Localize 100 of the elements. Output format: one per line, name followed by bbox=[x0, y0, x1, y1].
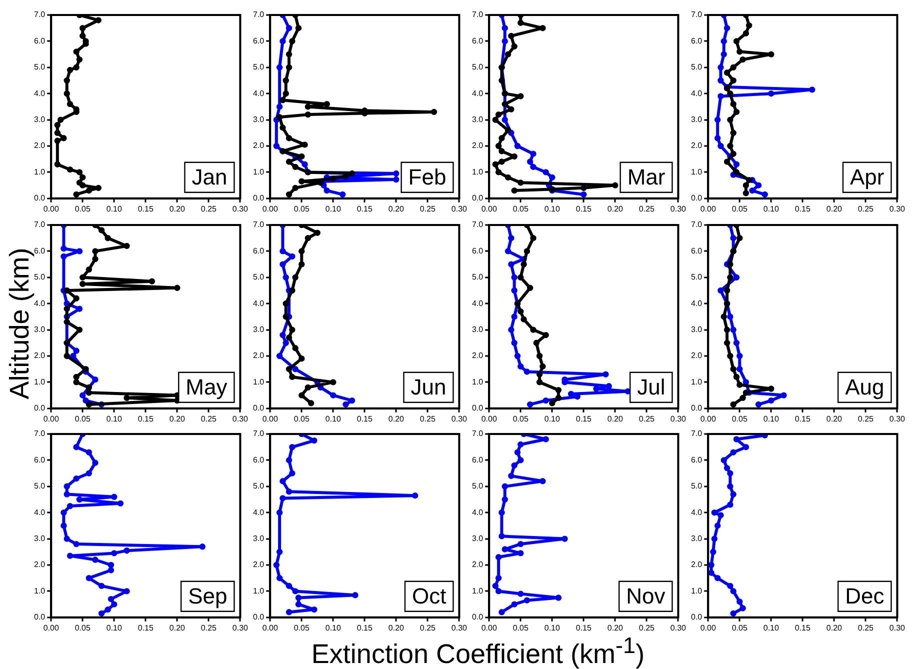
x-tick-label: 0.20 bbox=[826, 204, 843, 214]
x-tick-label: 0.15 bbox=[356, 204, 373, 214]
y-tick-label: 0.0 bbox=[690, 403, 703, 412]
y-tick-label: 1.0 bbox=[252, 167, 265, 176]
x-tick-label: 0.05 bbox=[294, 623, 310, 632]
y-tick-label: 2.0 bbox=[34, 350, 46, 360]
x-tick-label: 0.00 bbox=[481, 623, 498, 632]
y-tick-label: 7.0 bbox=[690, 429, 703, 438]
x-tick-label: 0.25 bbox=[638, 204, 656, 214]
x-tick-label: 0.20 bbox=[607, 623, 624, 632]
y-tick-label: 5.0 bbox=[690, 62, 703, 72]
x-tick-label: 0.15 bbox=[576, 623, 592, 632]
y-tick-label: 5.0 bbox=[690, 272, 703, 282]
x-tick-label: 0.10 bbox=[325, 623, 342, 632]
y-tick-label: 5.0 bbox=[472, 482, 484, 491]
x-tick-label: 0.00 bbox=[262, 204, 278, 214]
x-tick-label: 0.30 bbox=[670, 623, 687, 632]
text: Jan bbox=[192, 164, 228, 190]
y-tick-label: 7.0 bbox=[472, 10, 484, 20]
y-tick-label: 4.0 bbox=[472, 88, 484, 98]
y-tick-label: 2.0 bbox=[472, 560, 484, 570]
x-tick-label: 0.00 bbox=[700, 414, 716, 423]
x-tick-label: 0.05 bbox=[732, 204, 748, 214]
y-tick-label: 2.0 bbox=[472, 350, 484, 360]
y-tick-label: 2.0 bbox=[690, 141, 703, 150]
y-tick-label: 1.0 bbox=[690, 167, 703, 176]
x-tick-label: 0.00 bbox=[700, 204, 716, 214]
y-tick-label: 2.0 bbox=[34, 141, 46, 150]
y-tick-label: 0.0 bbox=[34, 403, 46, 412]
y-tick-label: 4.0 bbox=[252, 88, 265, 98]
y-tick-label: 3.0 bbox=[472, 534, 484, 544]
x-tick-label: 0.10 bbox=[106, 204, 122, 214]
x-tick-label: 0.00 bbox=[262, 623, 278, 632]
text: Jun bbox=[410, 374, 446, 399]
y-tick-label: 7.0 bbox=[252, 429, 265, 438]
y-tick-label: 1.0 bbox=[690, 376, 703, 386]
x-tick-label: 0.05 bbox=[294, 414, 310, 423]
x-tick-label: 0.00 bbox=[481, 204, 498, 214]
y-tick-label: 0.0 bbox=[690, 194, 703, 203]
x-tick-label: 0.15 bbox=[794, 623, 811, 632]
x-tick-label: 0.10 bbox=[763, 204, 780, 214]
y-tick-label: 6.0 bbox=[252, 455, 265, 464]
x-tick-label: 0.15 bbox=[138, 623, 154, 632]
text: Oct bbox=[412, 583, 446, 608]
x-tick-label: 0.30 bbox=[451, 623, 468, 632]
y-tick-label: 5.0 bbox=[252, 62, 265, 72]
y-tick-label: 1.0 bbox=[34, 376, 46, 386]
x-tick-label: 0.30 bbox=[232, 204, 249, 214]
y-tick-label: 6.0 bbox=[472, 455, 484, 464]
y-tick-label: 6.0 bbox=[472, 246, 484, 255]
x-tick-label: 0.10 bbox=[544, 623, 560, 632]
y-tick-label: 1.0 bbox=[34, 586, 46, 596]
x-tick-label: 0.25 bbox=[858, 204, 874, 214]
x-tick-label: 0.10 bbox=[763, 623, 780, 632]
x-tick-label: 0.10 bbox=[325, 414, 342, 423]
x-tick-label: 0.10 bbox=[325, 204, 342, 214]
x-tick-label: 0.25 bbox=[420, 623, 436, 632]
x-tick-label: 0.10 bbox=[544, 204, 560, 214]
y-tick-label: 1.0 bbox=[472, 586, 484, 596]
y-tick-label: 4.0 bbox=[472, 298, 484, 308]
x-tick-label: 0.00 bbox=[262, 414, 278, 423]
y-tick-label: 6.0 bbox=[34, 246, 46, 255]
y-tick-label: 4.0 bbox=[34, 298, 46, 308]
y-tick-label: 7.0 bbox=[690, 10, 703, 20]
y-tick-label: 7.0 bbox=[472, 220, 484, 229]
y-tick-label: 6.0 bbox=[34, 36, 46, 46]
x-tick-label: 0.20 bbox=[607, 204, 624, 214]
y-tick-label: 1.0 bbox=[252, 376, 265, 386]
y-tick-label: 4.0 bbox=[690, 298, 703, 308]
y-tick-label: 0.0 bbox=[472, 612, 484, 622]
y-tick-label: 0.0 bbox=[34, 194, 46, 203]
x-tick-label: 0.20 bbox=[388, 204, 405, 214]
x-tick-label: 0.25 bbox=[858, 414, 874, 423]
x-tick-label: 0.05 bbox=[512, 204, 529, 214]
x-axis-title: Extinction Coefficient (km$^{-1}$) bbox=[311, 633, 645, 669]
y-tick-label: 2.0 bbox=[252, 141, 265, 150]
x-tick-label: 0.05 bbox=[74, 623, 91, 632]
y-tick-label: 7.0 bbox=[252, 220, 265, 229]
y-tick-label: 4.0 bbox=[690, 88, 703, 98]
y-tick-label: 6.0 bbox=[252, 36, 265, 46]
y-tick-label: 3.0 bbox=[690, 324, 703, 334]
x-tick-label: 0.20 bbox=[169, 204, 186, 214]
y-tick-label: 4.0 bbox=[252, 508, 265, 517]
x-tick-label: 0.25 bbox=[200, 623, 218, 632]
text: Sep bbox=[188, 583, 228, 608]
y-tick-label: 2.0 bbox=[690, 560, 703, 570]
x-tick-label: 0.05 bbox=[732, 414, 748, 423]
y-tick-label: 7.0 bbox=[472, 429, 484, 438]
y-tick-label: 1.0 bbox=[34, 167, 46, 176]
x-tick-label: 0.00 bbox=[481, 414, 498, 423]
x-tick-label: 0.30 bbox=[451, 414, 468, 423]
x-tick-label: 0.25 bbox=[200, 204, 218, 214]
x-tick-label: 0.15 bbox=[576, 204, 592, 214]
x-tick-label: 0.25 bbox=[858, 623, 874, 632]
y-tick-label: 0.0 bbox=[252, 194, 265, 203]
y-tick-label: 3.0 bbox=[252, 324, 265, 334]
y-tick-label: 3.0 bbox=[34, 534, 46, 544]
y-tick-label: 1.0 bbox=[472, 376, 484, 386]
y-tick-label: 6.0 bbox=[690, 36, 703, 46]
x-tick-label: 0.00 bbox=[43, 204, 60, 214]
